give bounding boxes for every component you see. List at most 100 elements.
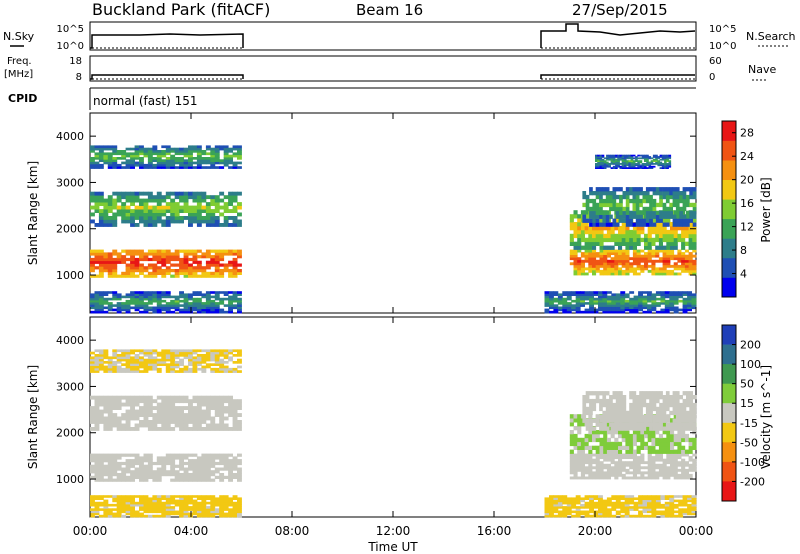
data-cell bbox=[617, 161, 620, 164]
data-cell bbox=[618, 249, 623, 253]
data-cell bbox=[626, 154, 629, 157]
data-cell bbox=[196, 157, 202, 160]
data-cell bbox=[651, 249, 656, 253]
data-cell bbox=[580, 449, 585, 454]
data-cell bbox=[147, 302, 153, 305]
data-cell bbox=[642, 418, 647, 423]
data-cell bbox=[179, 266, 184, 270]
data-cell bbox=[205, 295, 211, 299]
data-cell bbox=[214, 406, 220, 410]
data-cell bbox=[618, 269, 623, 273]
data-cell bbox=[183, 297, 189, 301]
data-cell bbox=[606, 308, 612, 312]
data-cell bbox=[152, 503, 158, 507]
data-cell bbox=[232, 216, 238, 220]
data-cell bbox=[134, 423, 140, 428]
data-cell bbox=[183, 263, 189, 267]
data-cell bbox=[188, 416, 193, 421]
data-cell bbox=[134, 512, 140, 516]
data-cell bbox=[549, 295, 554, 299]
data-cell bbox=[130, 427, 135, 431]
data-cell bbox=[192, 409, 198, 414]
data-cell bbox=[580, 304, 585, 307]
data-cell bbox=[629, 237, 634, 243]
data-cell bbox=[219, 249, 225, 253]
data-cell bbox=[621, 254, 626, 258]
data-cell bbox=[152, 427, 158, 431]
data-cell bbox=[214, 302, 220, 305]
data-cell bbox=[595, 241, 600, 246]
data-cell bbox=[94, 257, 100, 262]
data-cell bbox=[580, 506, 585, 509]
data-cell bbox=[573, 262, 578, 266]
data-cell bbox=[90, 370, 95, 373]
data-cell bbox=[188, 499, 193, 503]
data-cell bbox=[165, 249, 171, 253]
data-cell bbox=[687, 512, 692, 516]
data-cell bbox=[143, 416, 149, 421]
data-cell bbox=[112, 456, 118, 460]
data-cell bbox=[602, 291, 608, 294]
data-cell bbox=[143, 274, 149, 278]
data-cell bbox=[214, 293, 220, 296]
data-cell bbox=[196, 310, 202, 314]
data-cell bbox=[645, 410, 650, 416]
data-cell bbox=[681, 259, 686, 263]
data-cell bbox=[640, 471, 645, 475]
data-cell bbox=[639, 214, 643, 219]
data-cell bbox=[188, 219, 193, 224]
data-cell bbox=[602, 510, 608, 514]
data-cell bbox=[692, 458, 697, 462]
data-cell bbox=[626, 156, 629, 158]
data-cell bbox=[192, 361, 198, 364]
data-cell bbox=[642, 391, 647, 396]
data-cell bbox=[94, 302, 100, 305]
data-cell bbox=[606, 254, 611, 258]
data-cell bbox=[205, 365, 211, 369]
data-cell bbox=[595, 433, 600, 439]
data-cell bbox=[599, 245, 604, 250]
data-cell bbox=[165, 260, 171, 264]
data-cell bbox=[237, 291, 242, 294]
data-cell bbox=[662, 471, 667, 475]
data-cell bbox=[147, 467, 153, 471]
data-cell bbox=[147, 506, 153, 509]
data-cell bbox=[673, 476, 678, 480]
data-cell bbox=[170, 501, 176, 505]
data-cell bbox=[681, 269, 686, 273]
data-cell bbox=[147, 198, 153, 203]
nave-tick-bottom: 0 bbox=[709, 72, 715, 83]
data-cell bbox=[152, 499, 158, 503]
data-cell bbox=[571, 306, 577, 310]
data-cell bbox=[651, 466, 656, 470]
data-cell bbox=[669, 187, 673, 192]
data-cell bbox=[606, 163, 609, 165]
data-cell bbox=[98, 209, 104, 213]
data-cell bbox=[205, 416, 211, 421]
data-cell bbox=[655, 406, 660, 412]
data-cell bbox=[632, 229, 637, 235]
data-cell bbox=[659, 402, 663, 408]
data-cell bbox=[152, 198, 158, 203]
data-cell bbox=[603, 233, 608, 239]
data-cell bbox=[692, 241, 697, 246]
data-cell bbox=[658, 473, 663, 477]
data-cell bbox=[588, 226, 593, 231]
data-cell bbox=[544, 310, 550, 314]
data-cell bbox=[669, 422, 673, 427]
freq-trace bbox=[90, 74, 244, 80]
data-cell bbox=[183, 416, 189, 421]
data-cell bbox=[625, 252, 630, 255]
data-cell bbox=[610, 426, 615, 431]
data-cell bbox=[165, 461, 171, 466]
data-cell bbox=[662, 262, 667, 266]
data-cell bbox=[639, 167, 643, 169]
data-cell bbox=[640, 269, 645, 273]
data-cell bbox=[580, 468, 585, 472]
data-cell bbox=[650, 157, 654, 160]
data-cell bbox=[134, 503, 140, 507]
data-cell bbox=[644, 264, 649, 268]
data-cell bbox=[673, 456, 678, 459]
data-cell bbox=[152, 147, 158, 151]
data-cell bbox=[179, 257, 184, 262]
